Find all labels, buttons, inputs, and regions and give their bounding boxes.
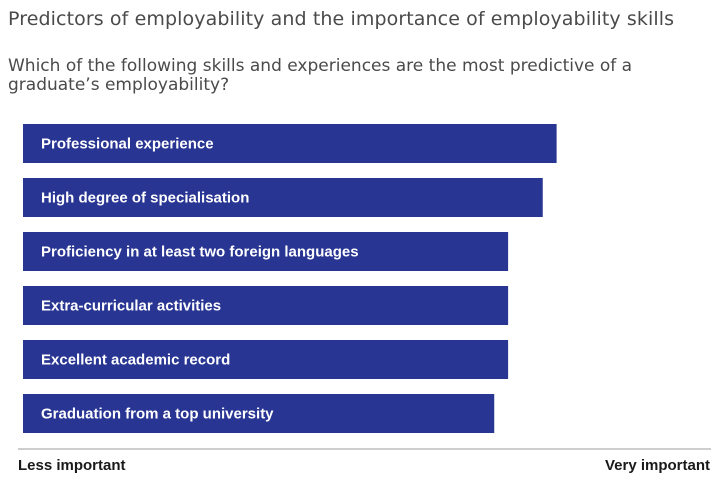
bar-high-degree-of-specialisation — [23, 178, 543, 217]
bar-label-high-degree-of-specialisation: High degree of specialisation — [41, 190, 249, 207]
x-axis-label-less-important: Less important — [18, 457, 126, 474]
bar-label-proficiency-in-at-least-two-foreign-languages: Proficiency in at least two foreign lang… — [41, 244, 359, 261]
bar-label-excellent-academic-record: Excellent academic record — [41, 352, 230, 369]
bar-label-graduation-from-a-top-university: Graduation from a top university — [41, 406, 274, 423]
bar-label-extra-curricular-activities: Extra-curricular activities — [41, 298, 221, 315]
bar-graduation-from-a-top-university — [23, 394, 495, 433]
bar-excellent-academic-record — [23, 340, 509, 379]
x-axis-label-very-important: Very important — [604, 457, 710, 474]
bar-proficiency-in-at-least-two-foreign-languages — [23, 232, 509, 271]
chart-title: Predictors of employability and the impo… — [8, 8, 675, 30]
chart-subtitle: Which of the following skills and experi… — [8, 56, 633, 95]
bar-label-professional-experience: Professional experience — [41, 136, 214, 153]
bar-extra-curricular-activities — [23, 286, 509, 325]
bar-professional-experience — [23, 124, 557, 163]
